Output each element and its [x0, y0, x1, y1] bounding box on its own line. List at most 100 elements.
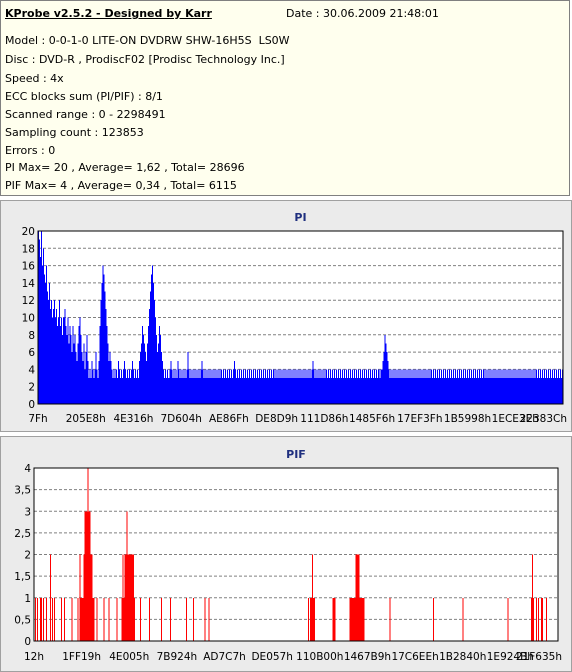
- pi-bar: [403, 378, 405, 404]
- pi-bar: [138, 360, 140, 404]
- pif-bar: [186, 597, 188, 641]
- pif-bar: [128, 554, 130, 641]
- pi-bar: [548, 378, 550, 404]
- pi-bar: [205, 378, 207, 404]
- pi-bar: [198, 369, 200, 404]
- pi-bar: [410, 369, 412, 404]
- pif-bar: [125, 554, 127, 641]
- pi-bar: [272, 378, 274, 404]
- pi-bar: [422, 369, 424, 404]
- pi-bar: [123, 360, 125, 404]
- pi-bar: [484, 378, 486, 404]
- pif-bar: [80, 597, 82, 641]
- pi-bar: [211, 378, 213, 404]
- pi-bar: [346, 378, 348, 404]
- pi-bar: [221, 378, 223, 404]
- pi-bar: [280, 378, 282, 404]
- pi-bar: [158, 343, 160, 404]
- pi-bar: [353, 378, 355, 404]
- pi-y-tick-label: 0: [28, 399, 35, 411]
- pi-bar: [131, 360, 133, 404]
- pi-bar: [303, 369, 305, 404]
- pi-bar: [165, 369, 167, 404]
- pi-bar: [455, 378, 457, 404]
- pif-chart-panel: PIF 0 0,5 1 1,5 2 2,5 3 3,5 4 12h 1FF19h 4E005h 7B924…: [0, 436, 572, 672]
- pi-bar: [43, 248, 45, 404]
- pif-bar: [87, 468, 89, 641]
- pi-bar: [57, 326, 59, 404]
- pi-bar: [159, 326, 161, 404]
- info-line-pi: PI Max= 20 , Average= 1,62 , Total= 2869…: [5, 161, 245, 174]
- pi-bar: [278, 378, 280, 404]
- pi-bar: [160, 334, 162, 404]
- pi-bar: [373, 378, 375, 404]
- pi-bar: [350, 378, 352, 404]
- pi-bar: [554, 378, 556, 404]
- pi-bar: [535, 369, 537, 404]
- pi-bar: [193, 378, 195, 404]
- pif-bar: [313, 597, 315, 641]
- pi-bar: [481, 369, 483, 404]
- pi-bar: [437, 378, 439, 404]
- pi-bar: [114, 378, 116, 404]
- pif-bar: [83, 554, 85, 641]
- pi-bar: [189, 378, 191, 404]
- pi-bar: [190, 369, 192, 404]
- pi-x-tick-label: 1ECE3Eh: [492, 413, 539, 425]
- pi-bar: [85, 352, 87, 404]
- pi-bar: [369, 378, 371, 404]
- pif-bar: [103, 597, 105, 641]
- pi-bar: [331, 369, 333, 404]
- pi-bar: [293, 369, 295, 404]
- pi-bar: [561, 369, 563, 404]
- pi-bar: [424, 369, 426, 404]
- pi-bar: [218, 369, 220, 404]
- pi-bar: [312, 360, 314, 404]
- pi-bar: [451, 378, 453, 404]
- pi-bar: [492, 378, 494, 404]
- pi-bar: [133, 378, 135, 404]
- pif-bar: [108, 597, 110, 641]
- pi-bar: [238, 369, 240, 404]
- pif-bar: [131, 554, 133, 641]
- pif-bar: [88, 511, 90, 641]
- pi-bar: [458, 378, 460, 404]
- pi-bar: [72, 326, 74, 404]
- pif-plot-border: [33, 467, 559, 642]
- pi-bar: [355, 378, 357, 404]
- pi-bar: [518, 378, 520, 404]
- pi-bar: [89, 369, 91, 404]
- pi-bar: [229, 378, 231, 404]
- pi-bar: [223, 378, 225, 404]
- pi-chart-panel: PI 0 2 4 6 8 10 12 14 16 18 20 7Fh 205E8h 4E316h 7D604h…: [0, 200, 572, 432]
- pi-bar: [75, 352, 77, 404]
- pi-bar: [226, 369, 228, 404]
- pi-bar: [242, 369, 244, 404]
- pi-bar: [470, 378, 472, 404]
- pi-bar: [547, 369, 549, 404]
- pi-bar: [332, 378, 334, 404]
- pif-chart: PIF 0 0,5 1 1,5 2 2,5 3 3,5 4 12h 1FF19h 4E005h 7B924…: [14, 448, 562, 663]
- pi-bar: [321, 369, 323, 404]
- pi-bar: [227, 378, 229, 404]
- pi-bar: [307, 369, 309, 404]
- pi-bar: [467, 369, 469, 404]
- pi-bar: [266, 378, 268, 404]
- pi-bar: [328, 378, 330, 404]
- pi-bar: [508, 378, 510, 404]
- pif-bar: [77, 597, 79, 641]
- pi-bar: [141, 326, 143, 404]
- pi-bar: [516, 378, 518, 404]
- pi-bar: [47, 291, 49, 404]
- pif-bar: [89, 511, 91, 641]
- pi-bar: [413, 378, 415, 404]
- pif-x-tick-label: 7B924h: [157, 651, 198, 663]
- pi-bar: [517, 369, 519, 404]
- pi-bar: [549, 369, 551, 404]
- pi-x-tick-label: 1B5998h: [444, 413, 491, 425]
- pi-bar: [92, 369, 94, 404]
- pi-bar: [374, 369, 376, 404]
- pi-bar: [255, 369, 257, 404]
- pi-bar: [463, 369, 465, 404]
- pi-bar: [185, 378, 187, 404]
